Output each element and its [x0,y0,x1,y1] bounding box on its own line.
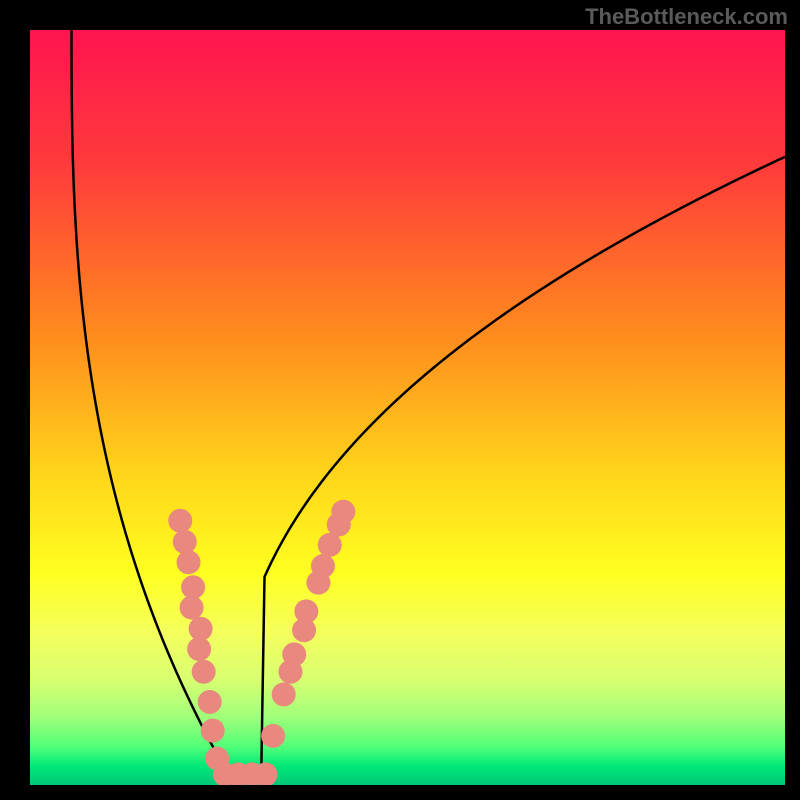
data-marker [331,500,355,524]
data-marker [294,599,318,623]
curve-path [72,30,785,774]
data-marker [177,550,201,574]
watermark-text: TheBottleneck.com [585,4,788,30]
data-marker [282,642,306,666]
data-marker [192,660,216,684]
data-marker [261,724,285,748]
chart-area [30,30,785,785]
data-marker [181,575,205,599]
data-marker [198,690,222,714]
data-marker [168,509,192,533]
data-marker [187,637,211,661]
data-marker [272,682,296,706]
data-marker [311,554,335,578]
data-marker [173,530,197,554]
data-marker [180,596,204,620]
chart-curve-layer [30,30,785,785]
data-marker [189,617,213,641]
data-marker [201,719,225,743]
